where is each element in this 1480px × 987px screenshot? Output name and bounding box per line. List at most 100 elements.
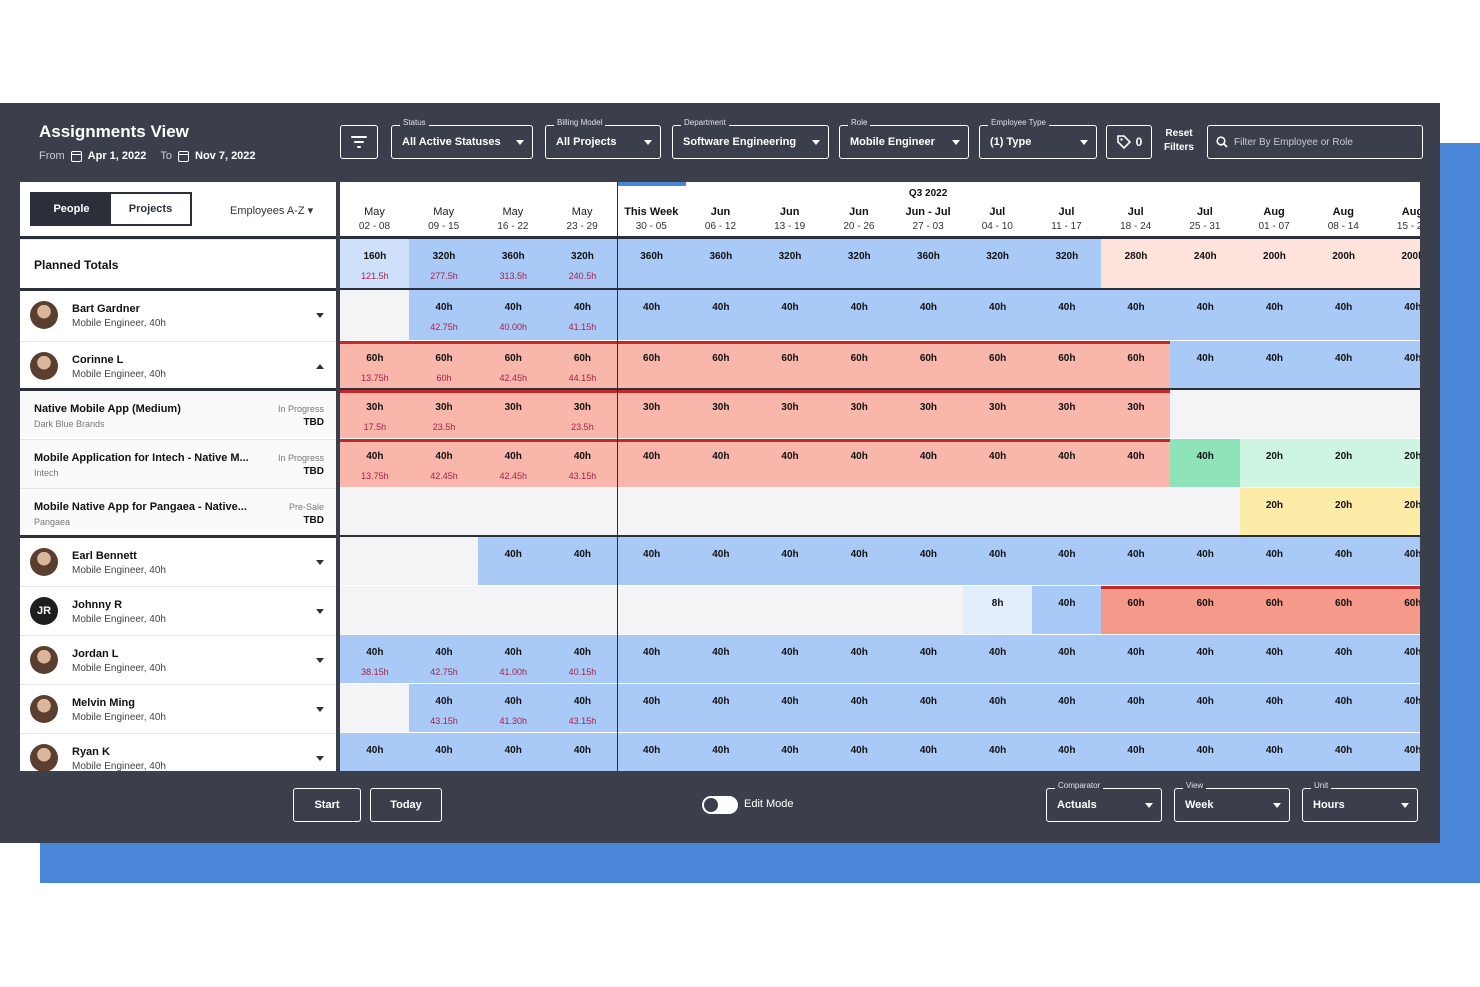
allocation-cell[interactable]: 30h [755, 390, 825, 438]
allocation-cell[interactable]: 40h [616, 684, 687, 732]
allocation-cell[interactable]: 40h [616, 290, 687, 340]
allocation-cell[interactable]: 40h [1308, 635, 1379, 683]
allocation-cell[interactable]: 40h [755, 733, 825, 771]
allocation-cell[interactable]: 40h 43.15h [547, 439, 618, 487]
allocation-cell[interactable]: 40h [686, 733, 756, 771]
calendar-icon[interactable] [178, 150, 189, 162]
chevron-down-icon[interactable] [316, 707, 324, 712]
week-header[interactable]: May 16 - 22 [478, 182, 547, 236]
allocation-cell[interactable] [755, 488, 825, 536]
allocation-cell[interactable]: 40h [824, 684, 895, 732]
allocation-cell[interactable] [962, 488, 1033, 536]
allocation-cell[interactable]: 60h [616, 341, 687, 389]
allocation-cell[interactable]: 40h 41.30h [478, 684, 549, 732]
allocation-cell[interactable]: 40h [1378, 684, 1420, 732]
allocation-cell[interactable]: 40h [893, 733, 964, 771]
allocation-cell[interactable]: 40h [478, 537, 549, 585]
allocation-cell[interactable] [1032, 488, 1102, 536]
allocation-cell[interactable] [755, 586, 825, 634]
allocation-cell[interactable]: 40h [1032, 439, 1102, 487]
person-row[interactable]: Jordan L Mobile Engineer, 40h [20, 635, 336, 684]
allocation-cell[interactable]: 40h [1170, 733, 1241, 771]
allocation-cell[interactable]: 40h 42.75h [409, 290, 479, 340]
allocation-cell[interactable] [340, 290, 410, 340]
role-select[interactable]: Role Mobile Engineer [839, 118, 969, 159]
week-header[interactable]: Q3 2022 Jun - Jul 27 - 03 [894, 182, 963, 236]
allocation-cell[interactable]: 60h 13.75h [340, 341, 410, 389]
allocation-cell[interactable]: 40h [409, 733, 479, 771]
allocation-cell[interactable]: 320h 277.5h [409, 239, 479, 289]
person-row[interactable]: Melvin Ming Mobile Engineer, 40h [20, 684, 336, 733]
status-select[interactable]: Status All Active Statuses [391, 118, 533, 159]
allocation-cell[interactable] [893, 586, 964, 634]
project-row[interactable]: Native Mobile App (Medium) Dark Blue Bran… [20, 388, 336, 437]
week-header[interactable]: Jul 11 - 17 [1032, 182, 1101, 236]
allocation-cell[interactable] [1239, 390, 1310, 438]
allocation-cell[interactable] [616, 586, 687, 634]
project-row[interactable]: Mobile Native App for Pangaea - Native..… [20, 488, 336, 537]
allocation-cell[interactable]: 40h [962, 684, 1033, 732]
allocation-cell[interactable]: 40h [893, 635, 964, 683]
allocation-cell[interactable]: 40h [962, 733, 1033, 771]
week-header[interactable]: Jul 18 - 24 [1101, 182, 1170, 236]
week-header[interactable]: May 02 - 08 [340, 182, 409, 236]
allocation-cell[interactable]: 40h 38.15h [340, 635, 410, 683]
allocation-cell[interactable]: 60h [1239, 586, 1310, 634]
allocation-cell[interactable]: 40h [1032, 635, 1102, 683]
employee-type-select[interactable]: Employee Type (1) Type [979, 118, 1097, 159]
allocation-cell[interactable]: 30h [962, 390, 1033, 438]
allocation-cell[interactable] [409, 488, 479, 536]
allocation-cell[interactable]: 40h [1101, 684, 1171, 732]
allocation-cell[interactable]: 40h [1101, 733, 1171, 771]
allocation-cell[interactable]: 240h [1170, 239, 1241, 289]
allocation-cell[interactable]: 40h [1239, 635, 1310, 683]
unit-select[interactable]: Unit Hours [1302, 781, 1418, 822]
allocation-cell[interactable]: 40h [824, 290, 895, 340]
allocation-cell[interactable]: 30h [686, 390, 756, 438]
allocation-cell[interactable]: 40h [1032, 733, 1102, 771]
allocation-cell[interactable]: 40h [824, 635, 895, 683]
allocation-cell[interactable]: 40h [1170, 290, 1241, 340]
week-header[interactable]: Jun 13 - 19 [755, 182, 824, 236]
allocation-cell[interactable]: 20h [1308, 488, 1379, 536]
comparator-select[interactable]: Comparator Actuals [1046, 781, 1162, 822]
allocation-cell[interactable]: 320h [962, 239, 1033, 289]
week-header[interactable]: May 09 - 15 [409, 182, 478, 236]
allocation-cell[interactable]: 60h 60h [409, 341, 479, 389]
allocation-cell[interactable]: 200h [1239, 239, 1310, 289]
from-date[interactable]: Apr 1, 2022 [87, 150, 147, 162]
allocation-cell[interactable]: 60h 44.15h [547, 341, 618, 389]
allocation-cell[interactable]: 40h [1239, 341, 1310, 389]
allocation-cell[interactable] [547, 488, 618, 536]
allocation-cell[interactable] [409, 537, 479, 585]
allocation-cell[interactable]: 60h [1308, 586, 1379, 634]
allocation-cell[interactable]: 40h [616, 635, 687, 683]
allocation-cell[interactable]: 40h [1239, 290, 1310, 340]
allocation-cell[interactable]: 40h [616, 733, 687, 771]
allocation-cell[interactable]: 360h [616, 239, 687, 289]
allocation-cell[interactable]: 40h [893, 439, 964, 487]
allocation-cell[interactable]: 40h [1308, 684, 1379, 732]
allocation-cell[interactable]: 40h [686, 290, 756, 340]
allocation-cell[interactable]: 40h [1308, 290, 1379, 340]
allocation-cell[interactable]: 40h [1101, 290, 1171, 340]
to-date[interactable]: Nov 7, 2022 [195, 150, 256, 162]
projects-tab[interactable]: Projects [111, 194, 190, 224]
people-tab[interactable]: People [32, 194, 111, 224]
person-row[interactable]: Corinne L Mobile Engineer, 40h [20, 341, 336, 390]
chevron-down-icon[interactable] [316, 560, 324, 565]
allocation-cell[interactable]: 40h [1101, 635, 1171, 683]
allocation-cell[interactable]: 360h [893, 239, 964, 289]
allocation-cell[interactable]: 20h [1308, 439, 1379, 487]
allocation-cell[interactable]: 40h [1032, 684, 1102, 732]
allocation-cell[interactable] [409, 586, 479, 634]
allocation-cell[interactable]: 40h [1101, 537, 1171, 585]
week-header[interactable]: Jun 06 - 12 [686, 182, 755, 236]
week-header[interactable]: Aug 15 - 21 [1378, 182, 1420, 236]
allocation-cell[interactable]: 40h [1378, 537, 1420, 585]
allocation-cell[interactable]: 320h [1032, 239, 1102, 289]
calendar-icon[interactable] [70, 150, 82, 162]
allocation-cell[interactable] [340, 488, 410, 536]
allocation-cell[interactable]: 30h [478, 390, 549, 438]
view-select[interactable]: View Week [1174, 781, 1290, 822]
